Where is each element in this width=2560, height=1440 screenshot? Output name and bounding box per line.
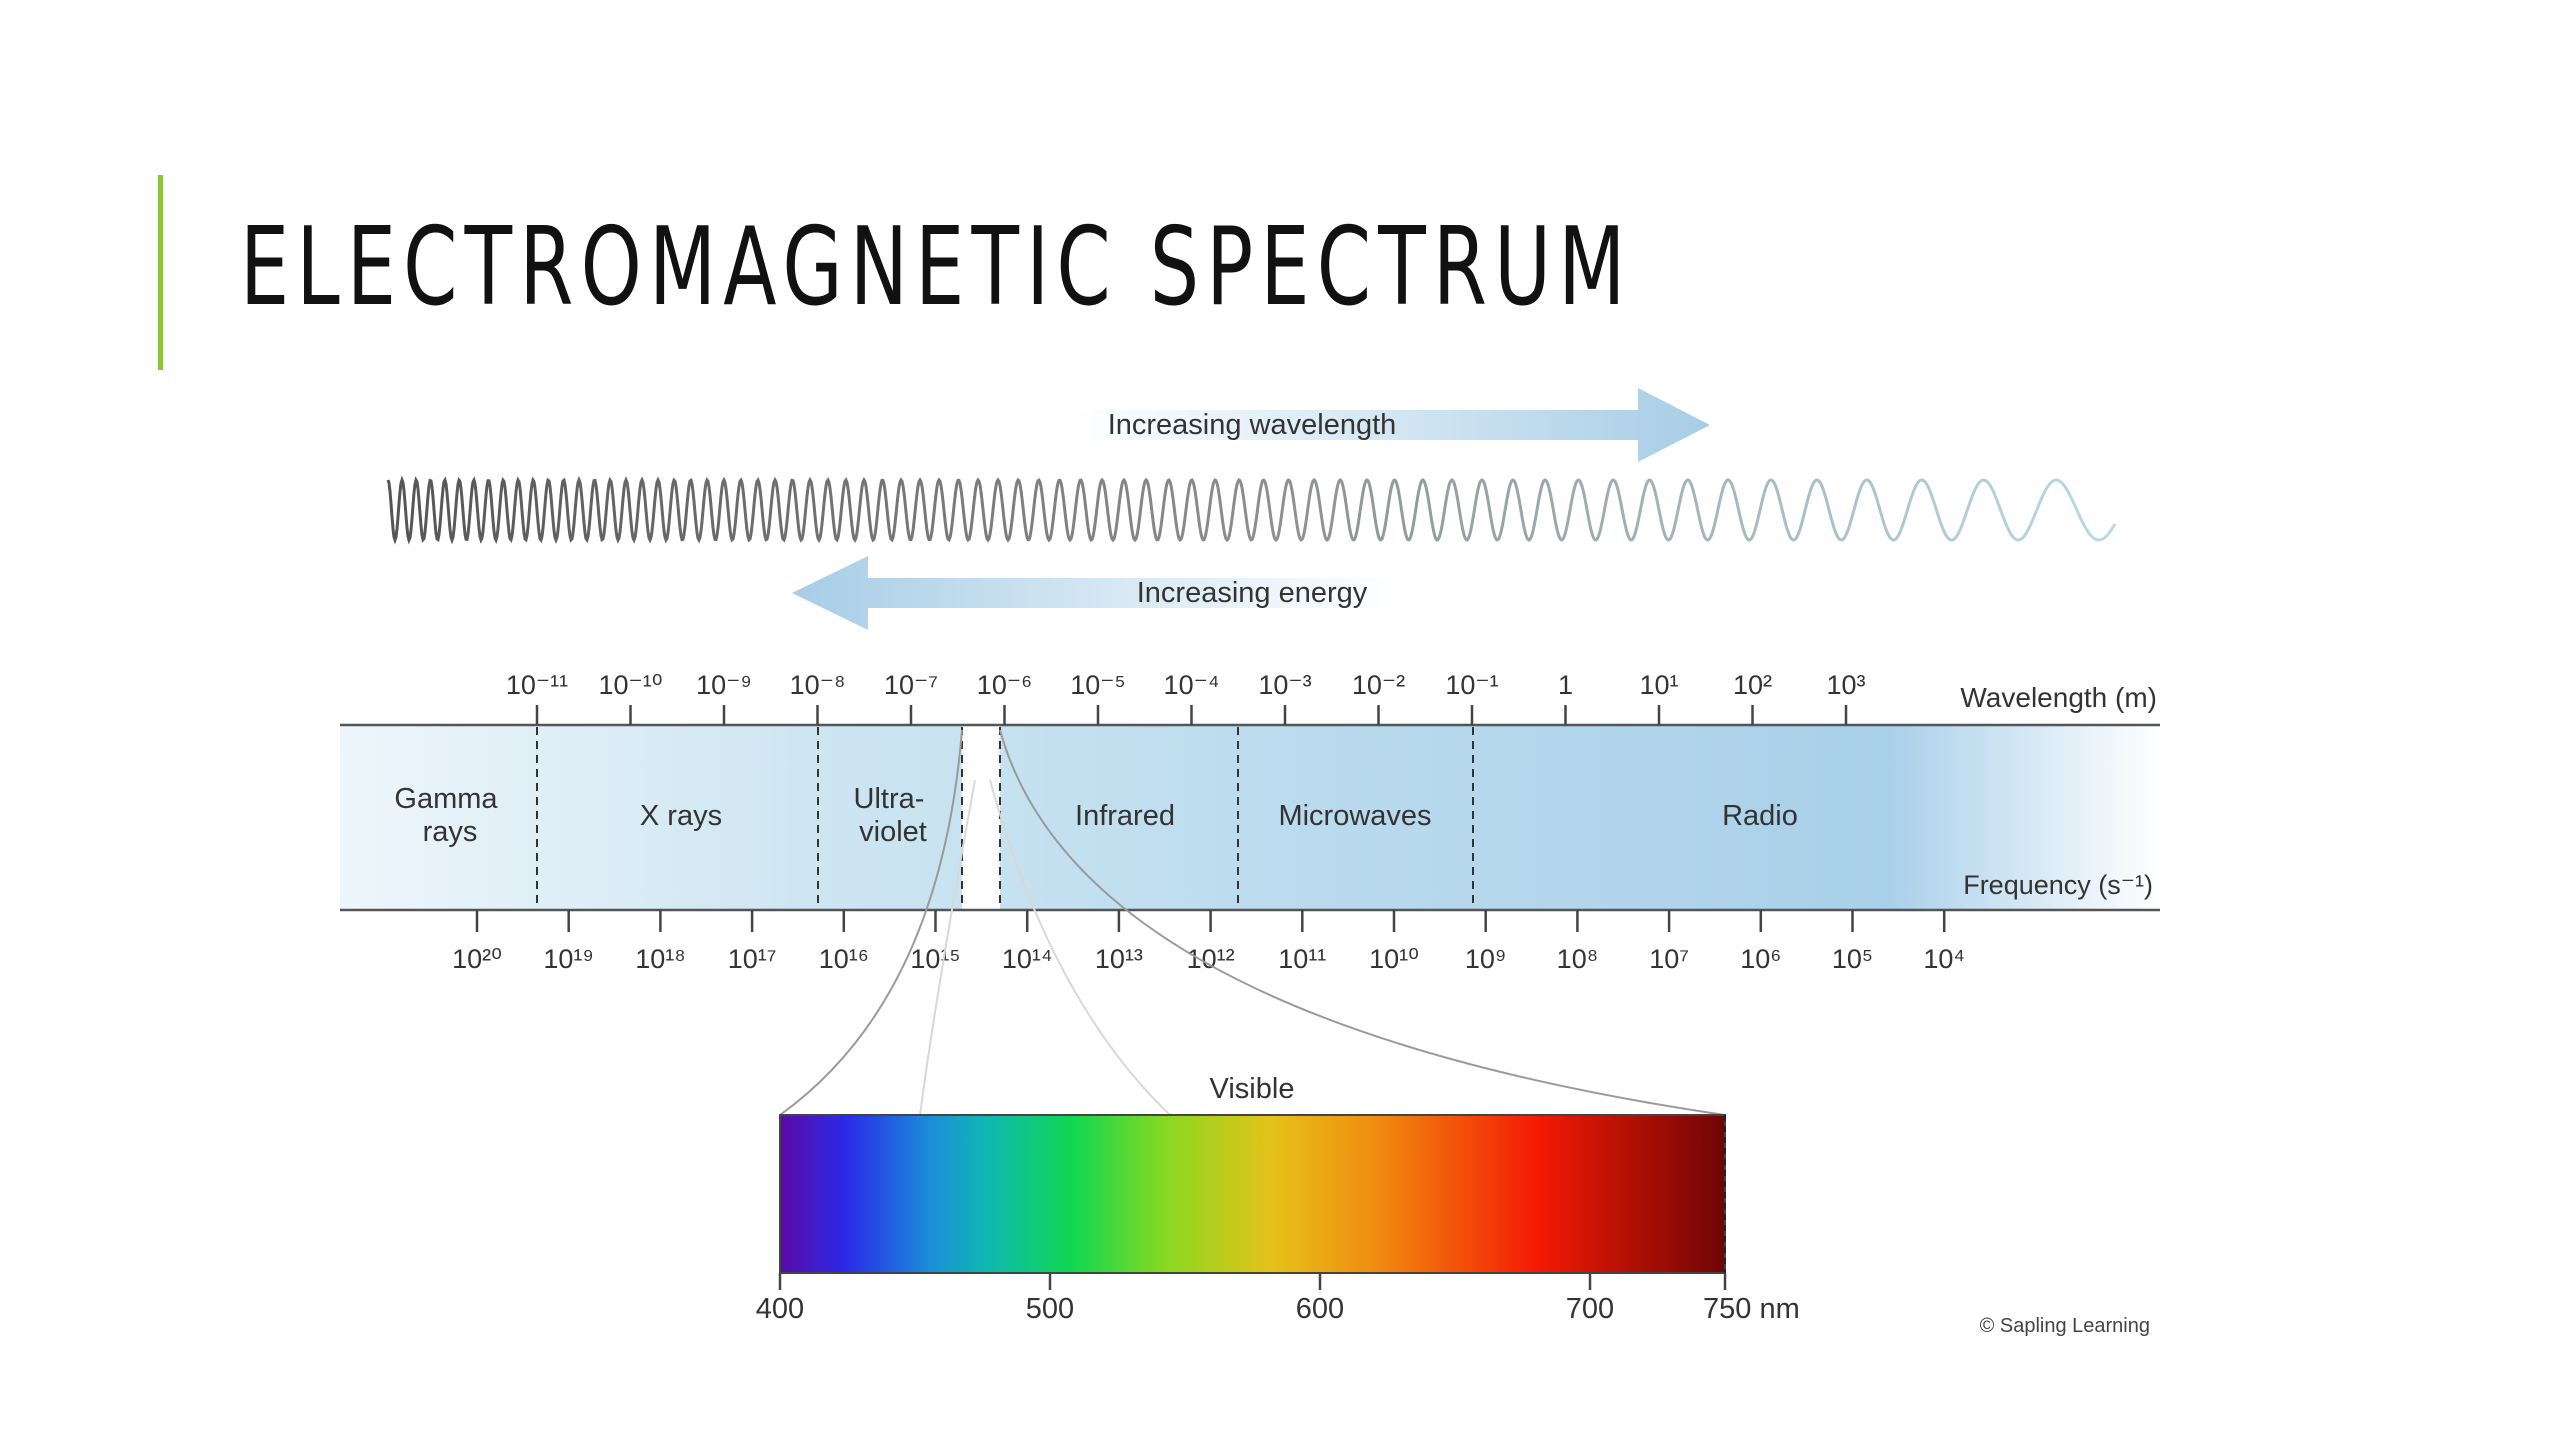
region-uv-line1: Ultra- bbox=[854, 783, 925, 815]
region-infrared: Infrared bbox=[1075, 800, 1175, 832]
wavelength-tick-label: 10³ bbox=[1826, 670, 1865, 700]
frequency-tick-label: 10¹⁸ bbox=[635, 944, 685, 974]
frequency-tick-label: 10¹⁶ bbox=[819, 944, 869, 974]
frequency-tick-label: 10⁵ bbox=[1832, 944, 1873, 974]
wavelength-arrow-shape bbox=[1075, 388, 1710, 462]
visible-tick-label: 400 bbox=[756, 1293, 804, 1325]
energy-arrow-label: Increasing energy bbox=[1137, 577, 1368, 609]
wavelength-ticks: 10⁻¹¹ 10⁻¹⁰ 10⁻⁹ 10⁻⁸ 10⁻⁷ 10⁻⁶ 10⁻⁵ 10⁻⁴ 10⁻³ 10… bbox=[506, 670, 1866, 725]
spectrum-band-fill bbox=[340, 725, 2160, 910]
slide-title: ELECTROMAGNETIC SPECTRUM bbox=[240, 205, 1633, 330]
frequency-tick-label: 10¹⁰ bbox=[1369, 944, 1419, 974]
region-ultraviolet: Ultra- violet bbox=[854, 783, 933, 848]
increasing-energy-arrow: Increasing energy bbox=[792, 556, 1395, 630]
visible-label: Visible bbox=[1210, 1073, 1295, 1105]
region-x-rays: X rays bbox=[640, 800, 722, 832]
title-accent-bar bbox=[158, 175, 163, 370]
spectrum-band: Gamma rays X rays Ultra- violet Infrared… bbox=[340, 723, 2160, 912]
wavelength-tick-label: 10⁻⁸ bbox=[790, 670, 846, 700]
visible-tick-label: 500 bbox=[1026, 1293, 1074, 1325]
region-microwaves: Microwaves bbox=[1278, 800, 1431, 832]
wavelength-tick-label: 10⁻³ bbox=[1258, 670, 1311, 700]
zoom-line-left bbox=[779, 729, 963, 1116]
visible-spectrum: Visible 400 500 600 700 750 nm bbox=[756, 1073, 1800, 1325]
wavelength-tick-label: 10⁻⁵ bbox=[1070, 670, 1125, 700]
wavelength-axis-label: Wavelength (m) bbox=[1960, 682, 2157, 713]
visible-ticks: 400 500 600 700 750 nm bbox=[756, 1273, 1800, 1325]
visible-tick-label: 600 bbox=[1296, 1293, 1344, 1325]
region-gamma-line2: rays bbox=[423, 816, 478, 848]
visible-zoom-lines bbox=[779, 729, 1726, 1116]
wavelength-tick-label: 1 bbox=[1558, 670, 1573, 700]
wavelength-arrow-label: Increasing wavelength bbox=[1108, 409, 1397, 441]
visible-spectrum-bar bbox=[779, 1114, 1726, 1274]
visible-tick-label: 700 bbox=[1566, 1293, 1614, 1325]
zoom-line-left-inner bbox=[919, 779, 976, 1116]
region-gamma-line1: Gamma bbox=[394, 783, 498, 815]
wavelength-tick-label: 10² bbox=[1733, 670, 1772, 700]
wavelength-tick-label: 10⁻¹ bbox=[1445, 670, 1498, 700]
frequency-tick-label: 10¹⁷ bbox=[728, 944, 777, 974]
frequency-axis-label: Frequency (s⁻¹) bbox=[1963, 870, 2153, 900]
region-radio: Radio bbox=[1722, 800, 1798, 832]
wavelength-tick-label: 10⁻⁶ bbox=[977, 670, 1032, 700]
wavelength-tick-label: 10⁻² bbox=[1352, 670, 1405, 700]
image-credit: © Sapling Learning bbox=[1979, 1315, 2150, 1337]
frequency-tick-label: 10¹⁵ bbox=[910, 944, 960, 974]
zoom-line-right bbox=[999, 729, 1726, 1116]
frequency-tick-label: 10⁴ bbox=[1923, 944, 1965, 974]
frequency-tick-label: 10¹¹ bbox=[1278, 944, 1326, 974]
frequency-tick-label: 10¹⁹ bbox=[543, 944, 594, 974]
frequency-tick-label: 10⁶ bbox=[1740, 944, 1781, 974]
frequency-tick-label: 10²⁰ bbox=[452, 944, 502, 974]
wavelength-tick-label: 10⁻⁷ bbox=[884, 670, 938, 700]
wavelength-tick-label: 10⁻¹⁰ bbox=[598, 670, 662, 700]
frequency-tick-label: 10⁹ bbox=[1465, 944, 1507, 974]
wavelength-tick-label: 10⁻⁹ bbox=[696, 670, 752, 700]
wavelength-tick-label: 10⁻⁴ bbox=[1164, 670, 1220, 700]
wavelength-tick-label: 10¹ bbox=[1639, 670, 1678, 700]
visible-tick-label: 750 nm bbox=[1703, 1293, 1800, 1325]
em-wave bbox=[386, 475, 2117, 545]
wavelength-tick-label: 10⁻¹¹ bbox=[506, 670, 568, 700]
frequency-tick-label: 10⁸ bbox=[1557, 944, 1598, 974]
frequency-tick-label: 10¹³ bbox=[1095, 944, 1143, 974]
energy-arrow-shape bbox=[792, 556, 1395, 630]
frequency-tick-label: 10¹⁴ bbox=[1002, 944, 1053, 974]
frequency-tick-label: 10¹² bbox=[1187, 944, 1235, 974]
frequency-ticks: 10²⁰ 10¹⁹ 10¹⁸ 10¹⁷ 10¹⁶ 10¹⁵ 10¹⁴ 10¹³ 10¹² 10¹¹… bbox=[452, 910, 1965, 974]
frequency-tick-label: 10⁷ bbox=[1649, 944, 1689, 974]
zoom-line-right-inner bbox=[989, 779, 1171, 1116]
region-gamma-rays: Gamma rays bbox=[394, 783, 505, 848]
region-uv-line2: violet bbox=[859, 816, 927, 848]
increasing-wavelength-arrow: Increasing wavelength bbox=[1075, 388, 1710, 462]
